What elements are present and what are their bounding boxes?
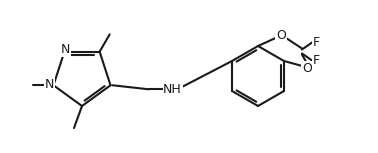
Text: N: N: [61, 43, 70, 56]
Text: O: O: [302, 62, 312, 75]
Text: O: O: [276, 28, 286, 41]
Text: NH: NH: [163, 83, 182, 96]
Text: F: F: [313, 54, 319, 67]
Text: F: F: [313, 36, 319, 49]
Text: N: N: [45, 78, 54, 91]
